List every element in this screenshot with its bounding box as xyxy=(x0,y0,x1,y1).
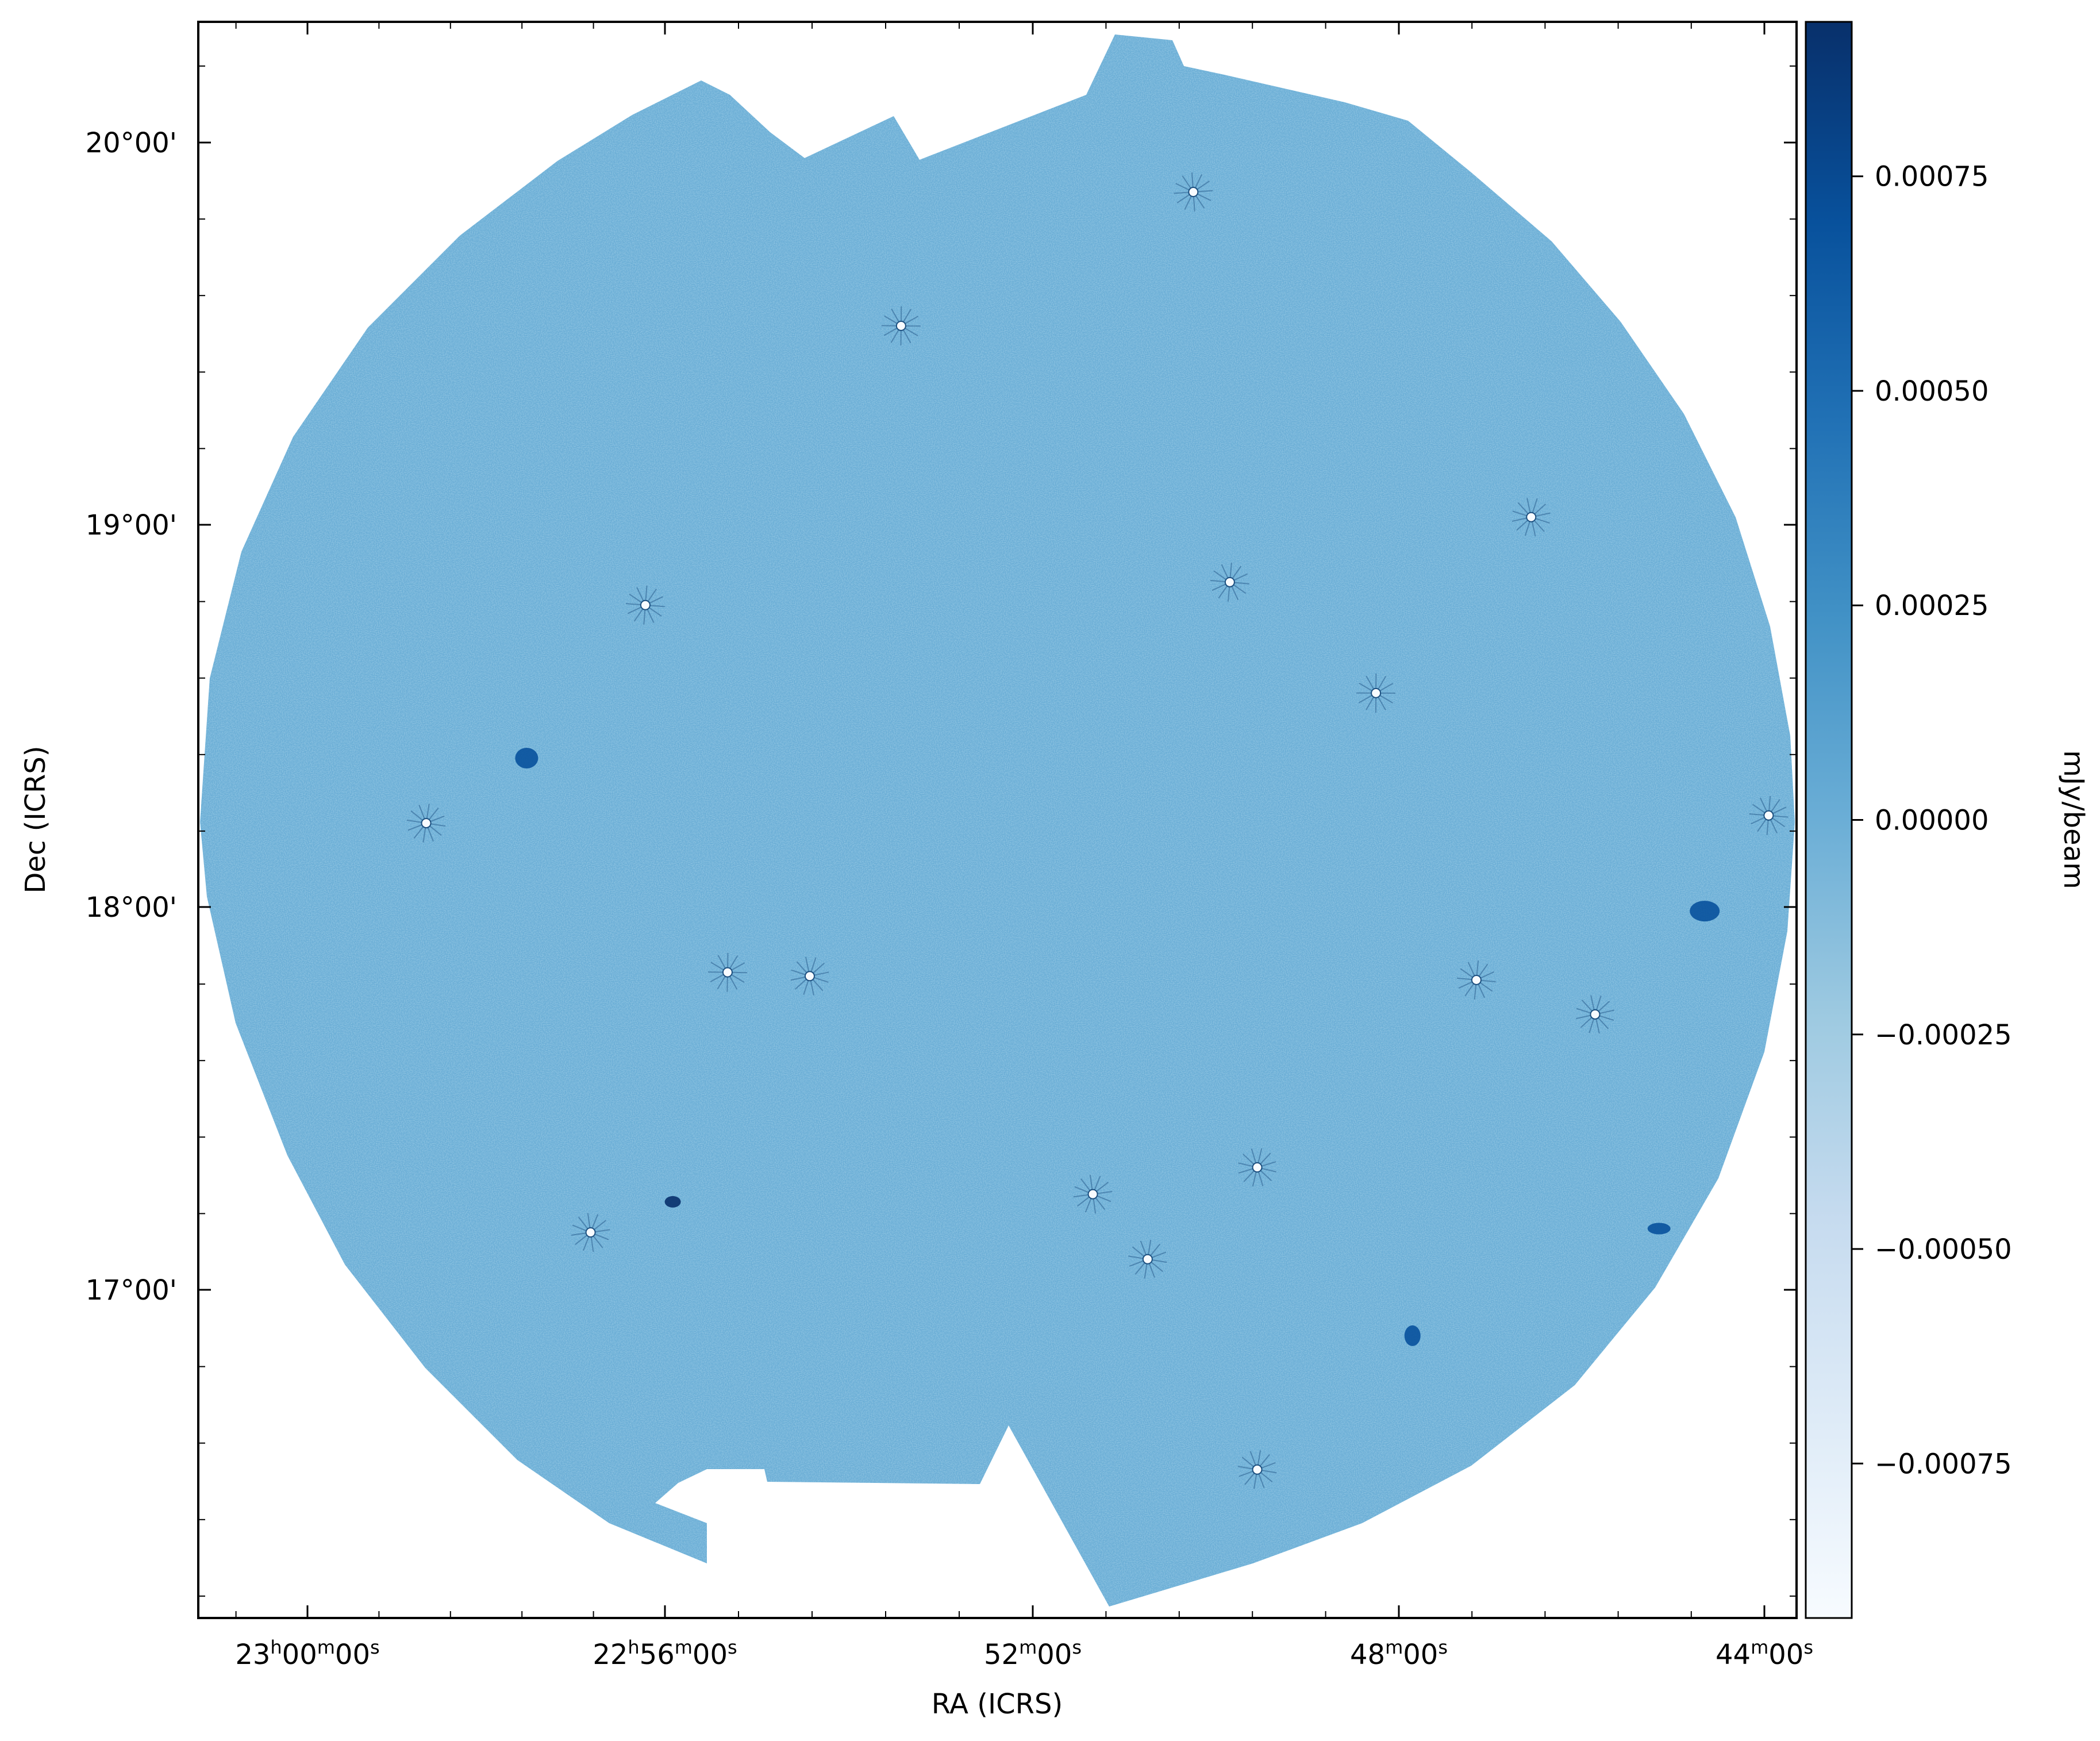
plot-frame xyxy=(197,21,1798,1619)
colorbar-tick-label: 0.00050 xyxy=(1875,375,1989,408)
extended-source xyxy=(1647,1223,1671,1235)
point-source xyxy=(1128,1240,1167,1279)
point-source xyxy=(1238,1148,1276,1187)
x-tick-label: 44m​00s​ xyxy=(1716,1636,1813,1671)
extended-source xyxy=(664,1196,681,1208)
point-source xyxy=(1511,498,1551,537)
x-axis-ticks: 23h​00m​00s​ 22h​56m​00s​ 52m​00s​ 48m​00s​… xyxy=(235,22,1813,1671)
sky-image xyxy=(60,34,1795,1607)
point-source xyxy=(1210,562,1249,602)
x-axis-label: RA (ICRS) xyxy=(932,1688,1063,1720)
x-tick-label: 23h​00m​00s​ xyxy=(235,1636,379,1671)
colorbar-tick-label: −0.00025 xyxy=(1875,1019,2012,1051)
point-source xyxy=(406,804,446,843)
point-source xyxy=(625,585,665,625)
map-noise xyxy=(200,34,1795,1607)
point-source xyxy=(200,168,226,208)
x-tick-label: 52m​00s​ xyxy=(984,1636,1082,1671)
point-source xyxy=(571,1213,610,1252)
colorbar-ticks: 0.00075 0.00050 0.00025 0.00000 −0.00025 −0.0… xyxy=(1852,161,2012,1480)
extended-source xyxy=(515,747,539,768)
point-source xyxy=(1174,172,1213,212)
colorbar-gradient xyxy=(1805,21,1853,1619)
x-tick-label: 22h​56m​00s​ xyxy=(593,1636,737,1671)
point-source xyxy=(60,800,98,838)
point-source xyxy=(881,306,921,345)
y-tick-label: 20°00' xyxy=(86,127,177,159)
colorbar-label: mJy/beam xyxy=(2057,750,2090,889)
colorbar-tick-label: −0.00050 xyxy=(1875,1233,2012,1266)
colorbar-tick-label: 0.00000 xyxy=(1875,805,1989,837)
y-tick-label: 17°00' xyxy=(86,1274,177,1306)
colorbar-tick-label: −0.00075 xyxy=(1875,1448,2012,1480)
point-source xyxy=(1073,1174,1113,1214)
point-source xyxy=(1749,795,1789,835)
extended-source xyxy=(1690,901,1720,922)
point-source xyxy=(1576,995,1614,1034)
point-source xyxy=(252,375,290,414)
extended-source xyxy=(1404,1325,1421,1346)
y-tick-label: 19°00' xyxy=(86,509,177,541)
point-source xyxy=(1237,1450,1277,1489)
point-source xyxy=(707,952,747,992)
y-axis-label: Dec (ICRS) xyxy=(20,745,52,893)
point-source xyxy=(790,956,829,996)
extended-source xyxy=(904,98,934,110)
y-tick-label: 18°00' xyxy=(86,891,177,924)
colorbar-tick-label: 0.00075 xyxy=(1875,161,1989,193)
colorbar-tick-label: 0.00025 xyxy=(1875,590,1989,622)
point-source xyxy=(1456,960,1496,1000)
point-source xyxy=(1356,673,1396,713)
colorbar: 0.00075 0.00050 0.00025 0.00000 −0.00025 −0.0… xyxy=(1805,21,2090,1619)
x-tick-label: 48m​00s​ xyxy=(1350,1636,1448,1671)
y-axis-ticks: 20°00' 19°00' 18°00' 17°00' xyxy=(86,65,1797,1597)
